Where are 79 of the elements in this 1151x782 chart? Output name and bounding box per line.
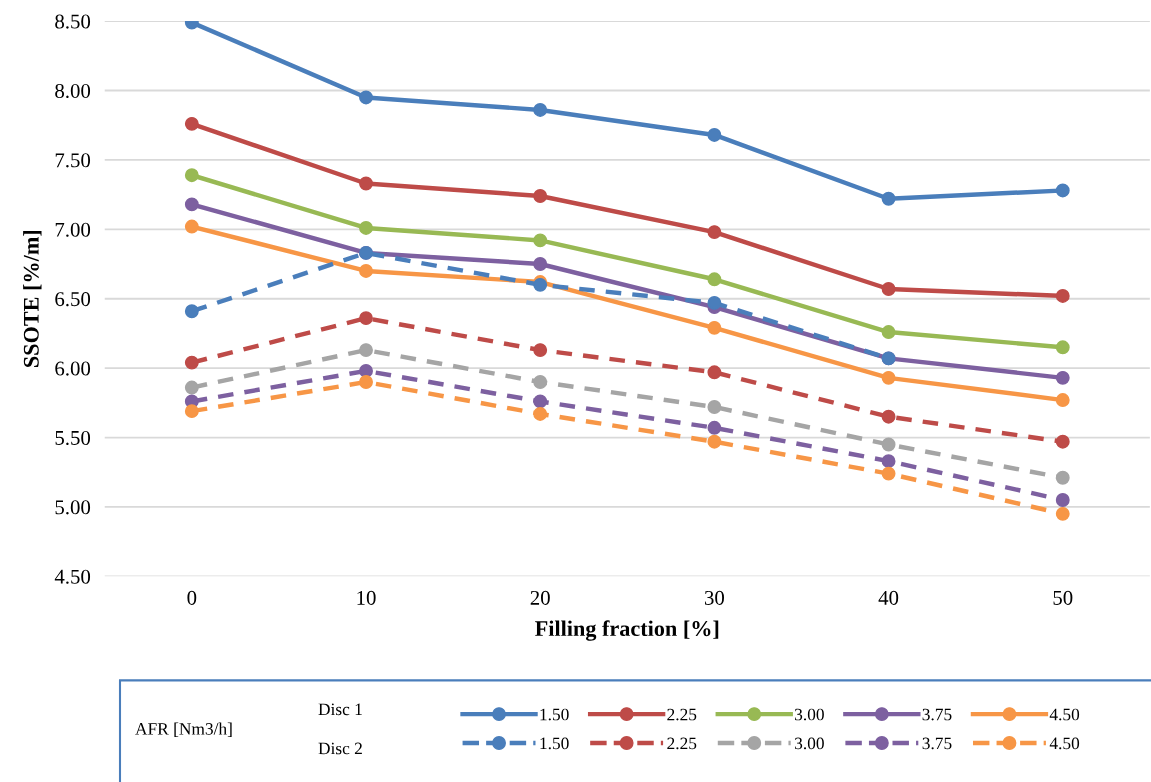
point <box>359 311 373 326</box>
point <box>359 90 373 105</box>
point <box>359 176 373 191</box>
point <box>533 103 548 117</box>
point <box>533 406 548 421</box>
y-tick-label: 8.50 <box>55 14 91 29</box>
legend-label: 1.50 <box>540 708 569 721</box>
legend-label: 3.75 <box>922 708 952 721</box>
point <box>1055 289 1070 303</box>
point <box>707 127 722 142</box>
point <box>1055 183 1070 198</box>
legend-label: 2.25 <box>667 708 697 721</box>
legend-label: 3.00 <box>795 708 824 721</box>
x-tick-label: 0 <box>187 590 197 605</box>
y-tick-label: 8.00 <box>55 83 91 99</box>
point <box>533 233 548 248</box>
y-tick-label: 7.00 <box>55 222 91 237</box>
point <box>184 404 199 419</box>
point <box>184 380 199 395</box>
point <box>707 420 722 435</box>
legend-label: 4.50 <box>1049 708 1080 721</box>
point <box>1055 493 1070 507</box>
point <box>184 168 199 183</box>
y-tick-label: 6.50 <box>55 292 91 307</box>
point <box>881 466 896 481</box>
x-tick-label: 30 <box>704 590 725 605</box>
y-axis-title: SSOTE [%/m] <box>23 230 42 367</box>
y-tick-label: 4.50 <box>54 569 91 584</box>
x-axis-title: Filling fraction [%] <box>535 620 719 641</box>
point <box>359 343 373 358</box>
point <box>184 355 199 370</box>
point <box>359 375 373 389</box>
x-tick-label: 40 <box>878 590 899 605</box>
point <box>881 437 896 452</box>
point <box>184 304 199 319</box>
point <box>707 295 722 310</box>
y-tick-label: 5.50 <box>55 430 91 446</box>
legend-label: 3.75 <box>922 737 952 750</box>
point <box>533 189 548 203</box>
y-tick-label: 7.50 <box>55 153 91 168</box>
point <box>184 219 199 234</box>
text: Disc 2 <box>318 742 362 755</box>
point <box>1055 506 1070 521</box>
point <box>707 400 722 414</box>
legend-label: 3.00 <box>795 737 824 750</box>
x-tick-label: 50 <box>1053 590 1073 605</box>
point <box>707 225 722 240</box>
point <box>881 409 896 424</box>
y-tick-label: 6.00 <box>55 361 91 376</box>
point <box>881 325 896 339</box>
point <box>881 370 896 385</box>
point <box>881 454 896 469</box>
point <box>1055 470 1070 485</box>
point <box>533 375 548 389</box>
point <box>881 191 896 206</box>
point <box>1055 340 1070 355</box>
point <box>359 264 373 278</box>
point <box>707 320 722 335</box>
point <box>707 365 722 380</box>
y-tick-label: 5.00 <box>55 500 91 515</box>
point <box>707 434 722 449</box>
legend-title: AFR [Nm3/h] <box>135 722 232 737</box>
point <box>881 282 896 296</box>
x-tick-label: 10 <box>357 590 376 605</box>
text: Disc 1 <box>318 703 362 716</box>
point <box>533 394 548 409</box>
x-tick-label: 20 <box>530 590 550 605</box>
point <box>533 343 548 358</box>
point <box>533 257 548 271</box>
legend-label: 2.25 <box>667 737 697 750</box>
point <box>1055 393 1070 407</box>
point <box>184 116 199 131</box>
point <box>359 220 373 235</box>
point <box>184 197 199 212</box>
legend-label: 4.50 <box>1049 737 1080 750</box>
point <box>707 272 722 287</box>
point <box>1055 434 1070 449</box>
legend-label: 1.50 <box>540 737 569 750</box>
point <box>1055 370 1070 385</box>
